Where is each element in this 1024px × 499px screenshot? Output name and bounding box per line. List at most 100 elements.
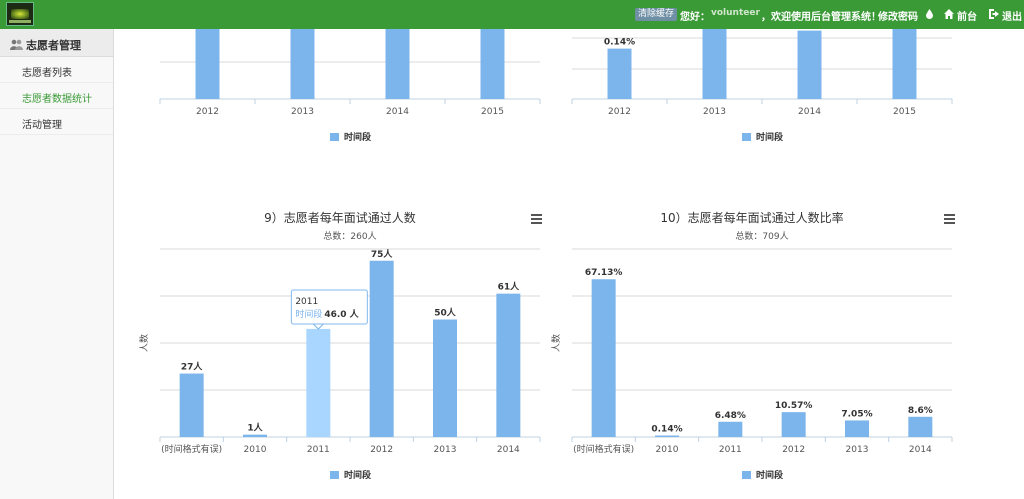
chart2-bar[interactable]: [892, 29, 917, 99]
chart3-data-label: 75人: [371, 248, 394, 260]
menu-line: [944, 218, 955, 220]
chart4-x-tick-label: 2010: [656, 445, 679, 455]
chart1-x-tick-label: 2015: [481, 107, 504, 117]
chart3-data-label: 61人: [498, 281, 521, 293]
top-header: 清除缓存 您好： volunteer ，欢迎使用后台管理系统！ 修改密码 前台 …: [0, 0, 1024, 29]
menu-line: [531, 214, 542, 216]
chart2-data-label: 0.14%: [604, 38, 635, 48]
chart1-bar[interactable]: [195, 29, 220, 99]
chart3-bar[interactable]: [179, 373, 204, 437]
chart3-title: 9）志愿者每年面试通过人数: [264, 210, 416, 225]
charts-canvas: 2012 2013 2014 2015 时间段 2012 0.14% 2013 2014 0.19…: [138, 29, 955, 481]
chart2-x-tick-label: 2012: [608, 107, 631, 117]
chart1-x-tick-label: 2013: [291, 107, 314, 117]
tooltip-category: 2011: [295, 297, 318, 307]
chart4-ylabel: 人数: [550, 334, 562, 352]
chart3-x-tick-label: 2014: [497, 445, 520, 455]
tooltip-pointer: [312, 323, 325, 330]
chart1-legend-label: 时间段: [344, 131, 372, 143]
chart1-legend-swatch[interactable]: [330, 133, 339, 141]
chart3-subtitle: 总数：260人: [323, 230, 376, 242]
tooltip-series: 时间段: [295, 308, 322, 320]
chart3-x-tick-label: 2010: [244, 445, 267, 455]
menu-line: [531, 222, 542, 224]
chart4-x-tick-label: 2014: [909, 445, 932, 455]
chart3-ylabel: 人数: [138, 334, 150, 352]
chart1-x-tick-label: 2014: [386, 107, 409, 117]
chart4-data-label: 67.13%: [585, 268, 623, 278]
menu-line: [531, 218, 542, 220]
chart4-data-label: 10.57%: [775, 401, 813, 411]
username: volunteer: [711, 8, 760, 18]
chart4-x-tick-label: 2013: [846, 445, 869, 455]
chart3-data-label: 27人: [181, 361, 204, 373]
sidebar-item-activity-management[interactable]: 活动管理: [0, 109, 113, 135]
chart2-bar[interactable]: [607, 48, 632, 99]
chart1-x-tick-label: 2012: [196, 107, 219, 117]
chart3-bar[interactable]: [369, 260, 394, 437]
menu-line: [944, 222, 955, 224]
frontend-link[interactable]: 前台: [957, 12, 977, 23]
chart4-legend-swatch[interactable]: [742, 471, 751, 479]
chart3-bar[interactable]: [306, 328, 331, 437]
chart4-data-label: 8.6%: [908, 406, 933, 416]
chart4-bar[interactable]: [655, 435, 679, 438]
chart1-bar[interactable]: [480, 29, 505, 99]
chart4-bar[interactable]: [845, 420, 869, 437]
menu-line: [944, 214, 955, 216]
users-icon: [10, 39, 23, 50]
chart2-x-tick-label: 2015: [893, 107, 916, 117]
chart2-data-label: 0.19%: [794, 29, 825, 30]
chart3-x-tick-label: 2011: [307, 445, 330, 455]
logout-icon[interactable]: [989, 9, 999, 19]
chart2-legend-swatch[interactable]: [742, 133, 751, 141]
home-icon[interactable]: [944, 9, 954, 19]
chart3-bar[interactable]: [496, 293, 521, 437]
clear-cache-button[interactable]: 清除缓存: [635, 8, 678, 21]
tooltip-value: 46.0 人: [324, 308, 359, 320]
chart3-bar[interactable]: [243, 434, 267, 437]
change-password-link[interactable]: 修改密码: [878, 12, 918, 23]
chart4-x-tick-label: 2011: [719, 445, 742, 455]
chart3-legend-swatch[interactable]: [330, 471, 339, 479]
chart3-legend-label: 时间段: [344, 469, 372, 481]
chart1-bar[interactable]: [290, 29, 315, 99]
chart2-x-tick-label: 2014: [798, 107, 821, 117]
chart4-data-label: 6.48%: [715, 411, 746, 421]
chart4-title: 10）志愿者每年面试通过人数比率: [660, 210, 843, 225]
sidebar-item-volunteer-stats[interactable]: 志愿者数据统计: [0, 83, 113, 109]
chart2-x-tick-label: 2013: [703, 107, 726, 117]
chart2-bar[interactable]: [702, 29, 727, 99]
chart2-legend-label: 时间段: [756, 131, 784, 143]
sidebar-header[interactable]: 志愿者管理: [0, 29, 113, 57]
chart3-data-label: 50人: [434, 307, 457, 319]
chart4-bar[interactable]: [591, 279, 616, 437]
chart4-x-tick-label: (时间格式有误): [573, 443, 634, 455]
logout-link[interactable]: 退出: [1002, 12, 1022, 23]
chart3-x-tick-label: 2013: [434, 445, 457, 455]
sidebar-item-volunteer-list[interactable]: 志愿者列表: [0, 57, 113, 83]
welcome-text: ，欢迎使用后台管理系统！: [761, 12, 881, 23]
chart4-legend-label: 时间段: [756, 469, 784, 481]
chart4-bar[interactable]: [781, 412, 806, 437]
chart4-data-label: 0.14%: [651, 425, 682, 435]
chart4-bar[interactable]: [718, 421, 743, 437]
drop-icon[interactable]: [926, 9, 933, 19]
chart3-data-label: 1人: [247, 422, 263, 434]
chart3-bar[interactable]: [433, 319, 457, 438]
chart4-bar[interactable]: [908, 416, 933, 437]
chart2-bar[interactable]: [797, 30, 822, 100]
greeting-text: 您好：: [680, 12, 710, 23]
chart4-subtitle: 总数：709人: [735, 230, 788, 242]
chart4-menu-icon[interactable]: [944, 214, 955, 224]
sidebar-title: 志愿者管理: [26, 39, 81, 52]
chart4-x-tick-label: 2012: [782, 445, 805, 455]
tooltip-box: [290, 289, 368, 325]
chart4-data-label: 7.05%: [841, 409, 872, 419]
chart3-menu-icon[interactable]: [531, 214, 542, 224]
chart3-x-tick-label: (时间格式有误): [161, 443, 222, 455]
chart1-bar[interactable]: [385, 29, 410, 99]
main-content: 2012 2013 2014 2015 时间段 2012 0.14% 2013 2014 0.19…: [122, 29, 1024, 499]
logo: [6, 2, 34, 26]
